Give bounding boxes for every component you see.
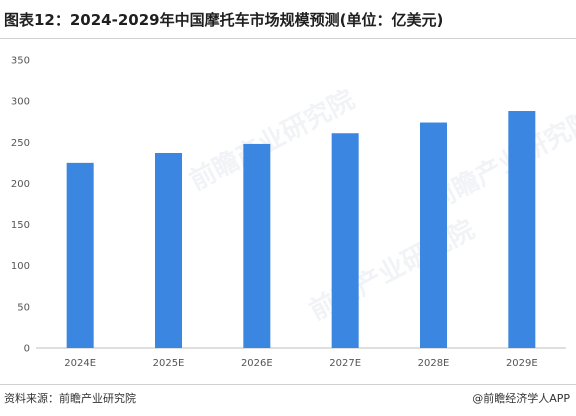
- x-tick-label: 2027E: [329, 358, 361, 369]
- bar-2027E: [331, 133, 359, 348]
- bar-2026E: [243, 143, 271, 348]
- x-tick-label: 2026E: [241, 358, 273, 369]
- x-tick-label: 2029E: [506, 358, 538, 369]
- x-tick-label: 2025E: [153, 358, 185, 369]
- bars: [66, 111, 536, 348]
- y-tick-label: 350: [11, 56, 30, 67]
- x-axis: 2024E 2025E 2026E 2027E 2028E 2029E: [36, 347, 566, 369]
- y-tick-label: 50: [17, 302, 30, 313]
- x-tick-label: 2028E: [418, 358, 450, 369]
- title-divider: [0, 38, 576, 39]
- y-tick-label: 200: [11, 179, 30, 190]
- y-tick-label: 150: [11, 220, 30, 231]
- bar-2025E: [155, 152, 182, 348]
- y-tick-label: 100: [11, 261, 30, 272]
- chart-title: 图表12：2024-2029年中国摩托车市场规模预测(单位：亿美元): [4, 11, 444, 29]
- y-tick-label: 250: [11, 138, 30, 149]
- y-tick-label: 0: [24, 344, 30, 355]
- bar-2029E: [508, 111, 536, 348]
- bar-2024E: [66, 162, 94, 348]
- brand-credit: @前瞻经济学人APP: [472, 392, 570, 405]
- footer-divider: [0, 384, 576, 385]
- source-note: 资料来源：前瞻产业研究院: [4, 392, 136, 405]
- bar-2028E: [420, 122, 447, 348]
- y-tick-label: 300: [11, 97, 30, 108]
- x-tick-label: 2024E: [64, 358, 96, 369]
- y-axis: 0 50 100 150 200 250 300 350: [11, 56, 30, 355]
